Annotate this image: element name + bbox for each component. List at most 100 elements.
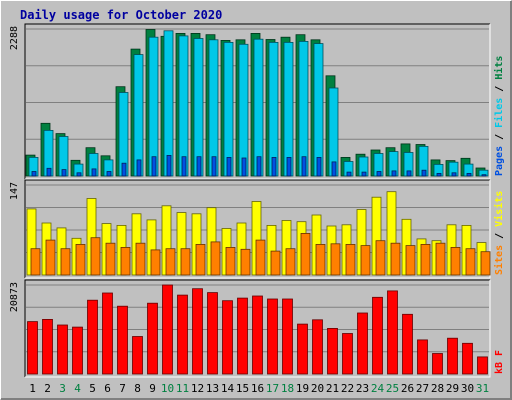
bar-sites	[405, 245, 416, 276]
bar-sites	[345, 243, 356, 276]
bar-sites	[450, 246, 461, 276]
bar-pages	[406, 170, 412, 177]
legend-item: Visits	[493, 191, 505, 227]
bar-kb-f	[27, 321, 38, 375]
bar-sites	[195, 243, 206, 276]
bar-files	[283, 42, 294, 177]
bar-files	[298, 41, 309, 177]
x-tick-label: 15	[236, 382, 249, 395]
bar-kb-f	[342, 333, 353, 375]
panel-border-light	[25, 280, 491, 378]
bar-sites	[120, 246, 131, 276]
x-tick-label: 9	[149, 382, 156, 395]
bar-sites	[270, 250, 281, 276]
panel-border-dark	[24, 179, 490, 278]
bar-files	[238, 43, 249, 177]
bar-files	[313, 43, 324, 177]
bar-pages	[61, 169, 67, 177]
x-tick-label: 7	[119, 382, 126, 395]
bar-pages	[196, 156, 202, 177]
bar-pages	[121, 162, 127, 177]
bar-pages	[331, 161, 337, 177]
bar-sites	[300, 232, 311, 276]
bar-kb-f	[192, 288, 203, 375]
x-tick-label: 20	[311, 382, 324, 395]
panel-border-dark	[24, 23, 490, 179]
bar-kb-f	[447, 337, 458, 375]
bar-sites	[240, 248, 251, 276]
bar-kb-f	[432, 353, 443, 375]
bar-kb-f	[297, 323, 308, 375]
bar-pages	[301, 156, 307, 177]
x-tick-label: 1	[29, 382, 36, 395]
x-tick-label: 5	[89, 382, 96, 395]
bar-pages	[271, 156, 277, 177]
x-tick-label: 30	[461, 382, 474, 395]
bar-pages	[421, 169, 427, 177]
bar-sites	[60, 248, 71, 276]
bar-pages	[106, 171, 112, 177]
bar-files	[208, 39, 219, 177]
legend-visits-sites: Sites / Visits	[493, 191, 505, 275]
bar-sites	[360, 245, 371, 276]
bar-sites	[180, 248, 191, 276]
legend-separator: /	[494, 80, 505, 98]
bar-kb-f	[402, 313, 413, 375]
x-tick-label: 24	[371, 382, 385, 395]
panel-border-dark	[24, 279, 490, 377]
x-tick-label: 4	[74, 382, 81, 395]
bar-pages	[286, 156, 292, 177]
bar-sites	[420, 243, 431, 276]
x-tick-label: 25	[386, 382, 399, 395]
bar-kb-f	[387, 290, 398, 375]
bar-sites	[285, 248, 296, 276]
bar-sites	[210, 241, 221, 276]
bar-pages	[316, 156, 322, 177]
legend-item: Sites	[493, 245, 505, 275]
x-tick-label: 22	[341, 382, 354, 395]
bar-pages	[31, 171, 37, 177]
bar-sites	[75, 243, 86, 276]
bar-sites	[315, 243, 326, 276]
bar-sites	[480, 251, 491, 276]
bar-pages	[481, 174, 487, 177]
bar-pages	[391, 170, 397, 177]
bar-sites	[135, 242, 146, 276]
bar-pages	[256, 156, 262, 177]
y-max-label: 20873	[9, 282, 20, 312]
bar-sites	[375, 240, 386, 276]
y-max-label: 2288	[9, 26, 20, 50]
bar-kb-f	[87, 299, 98, 375]
bar-kb-f	[267, 298, 278, 375]
bar-kb-f	[222, 300, 233, 375]
legend-separator: /	[494, 227, 505, 245]
bar-files	[163, 30, 174, 177]
bar-kb-f	[177, 294, 188, 375]
bar-pages	[436, 172, 442, 177]
x-tick-label: 19	[296, 382, 309, 395]
bar-pages	[346, 171, 352, 177]
bar-pages	[241, 157, 247, 177]
x-tick-label: 31	[476, 382, 489, 395]
legend-item: Files	[493, 98, 505, 128]
bar-pages	[91, 168, 97, 177]
x-tick-label: 16	[251, 382, 264, 395]
bar-kb-f	[237, 297, 248, 375]
bar-kb-f	[252, 295, 263, 375]
bar-kb-f	[132, 336, 143, 375]
x-tick-label: 12	[191, 382, 204, 395]
x-axis-labels: 1 2 3 4 5 6 7 8 9 10 11 12 13 14 15 16 17 18 19 20 21 22 23 24 2…	[29, 382, 489, 395]
x-tick-label: 21	[326, 382, 339, 395]
bar-pages	[361, 171, 367, 177]
bar-kb-f	[282, 298, 293, 375]
bar-kb-f	[327, 327, 338, 375]
legend-kbytes: kB F	[494, 350, 505, 374]
bar-files	[193, 38, 204, 177]
y-max-label: 147	[9, 182, 20, 200]
bar-pages	[136, 159, 142, 177]
x-tick-label: 3	[59, 382, 66, 395]
bar-kb-f	[357, 312, 368, 375]
x-tick-label: 14	[221, 382, 235, 395]
